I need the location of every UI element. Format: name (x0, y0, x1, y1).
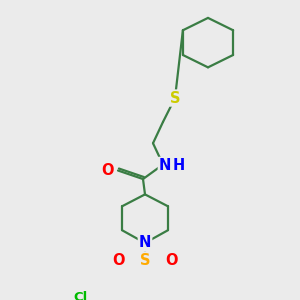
Text: S: S (140, 253, 150, 268)
Text: O: O (165, 253, 178, 268)
Text: O: O (101, 163, 114, 178)
Text: Cl: Cl (73, 291, 88, 300)
Text: N: N (139, 236, 151, 250)
Text: H: H (173, 158, 185, 173)
Text: O: O (112, 253, 125, 268)
Text: N: N (159, 158, 171, 173)
Text: S: S (170, 91, 180, 106)
